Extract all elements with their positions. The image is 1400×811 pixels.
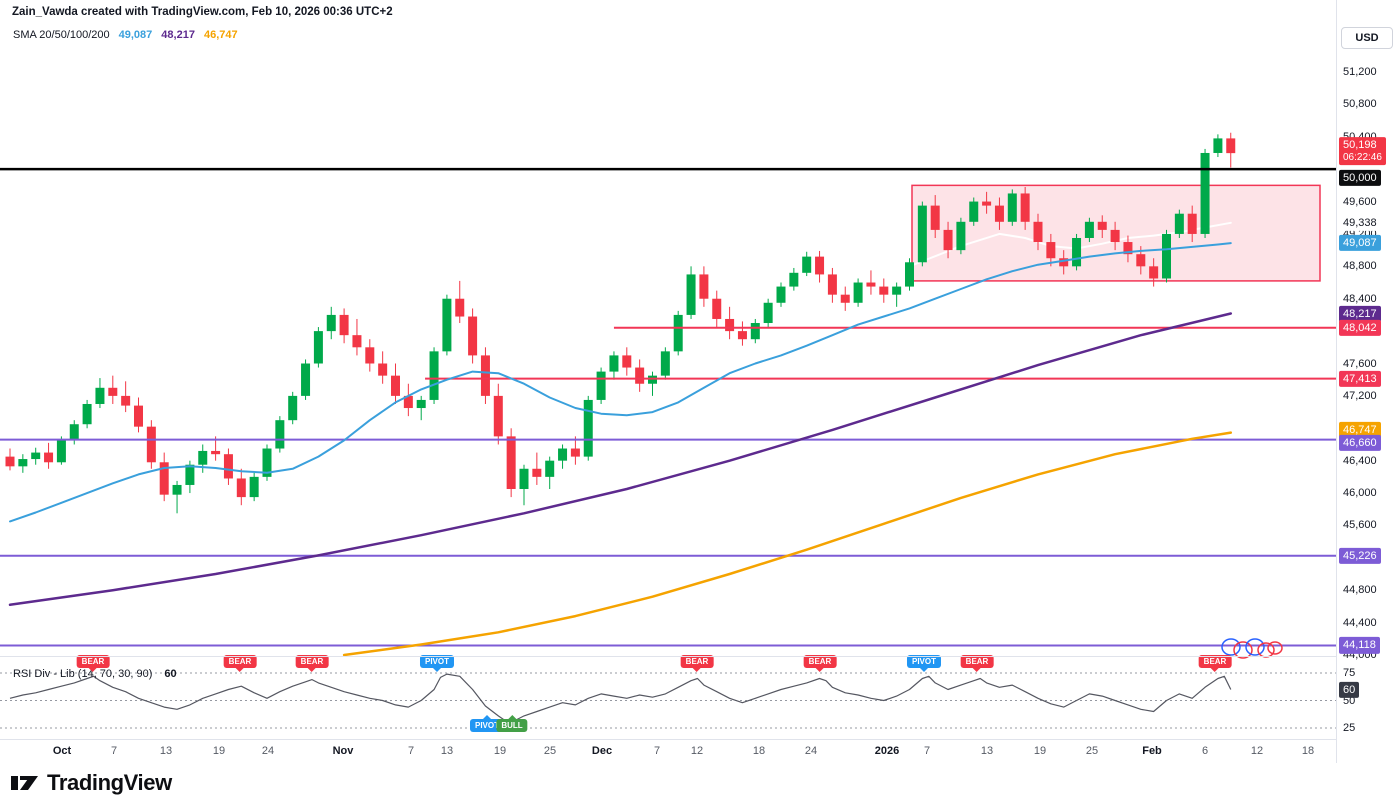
time-tick: 6: [1201, 745, 1209, 757]
price-tick: 48,400: [1343, 292, 1377, 305]
rsi-current-value: 60: [164, 668, 177, 680]
sma-indicator-legend[interactable]: SMA 20/50/100/200 49,087 48,217 46,747: [13, 29, 238, 41]
rsi-markers-layer: BEAR BEAR BEAR PIVOT BEAR BEAR PIVOT BEAR BEAR PI…: [0, 0, 1336, 739]
time-tick: 7: [653, 745, 661, 757]
price-tick: 47,600: [1343, 357, 1377, 370]
time-tick: 2026: [874, 745, 900, 757]
time-tick: 19: [1033, 745, 1047, 757]
price-badge: 49,087: [1339, 234, 1381, 252]
footer: TradingView: [0, 763, 1400, 811]
bear-marker[interactable]: BEAR: [76, 655, 110, 669]
rsi-tick: 50: [1343, 694, 1356, 707]
time-tick: 13: [159, 745, 173, 757]
time-tick: 25: [543, 745, 557, 757]
tradingview-logo-icon: [11, 776, 38, 790]
rsi-tick: 75: [1343, 667, 1356, 679]
price-tick: 51,200: [1343, 66, 1377, 78]
price-badge: 45,226: [1339, 547, 1381, 564]
bull-marker[interactable]: BULL: [496, 719, 528, 733]
time-tick: 12: [690, 745, 704, 757]
time-tick: 7: [923, 745, 931, 757]
sma20-value: 49,087: [118, 29, 153, 41]
price-tick: 48,800: [1343, 260, 1377, 273]
time-tick: 24: [804, 745, 818, 757]
pivot-marker[interactable]: PIVOT: [906, 655, 942, 669]
rsi-legend-label: RSI Div - Lib (14, 70, 30, 90): [13, 668, 153, 680]
bear-marker[interactable]: BEAR: [680, 655, 714, 669]
time-tick: 19: [212, 745, 226, 757]
time-tick: Dec: [591, 745, 613, 757]
price-tick: 46,400: [1343, 454, 1377, 467]
bear-marker[interactable]: BEAR: [223, 655, 257, 669]
price-tick: 44,400: [1343, 616, 1377, 629]
price-tick: 46,000: [1343, 487, 1377, 500]
bear-marker[interactable]: BEAR: [295, 655, 329, 669]
time-tick: 13: [980, 745, 994, 757]
price-badge: 50,000: [1339, 170, 1381, 187]
time-tick: 19: [493, 745, 507, 757]
sma-legend-label: SMA 20/50/100/200: [13, 29, 110, 41]
sma100-value: 48,217: [161, 29, 195, 41]
time-tick: 18: [752, 745, 766, 757]
price-badge: 49,338: [1339, 214, 1381, 231]
price-badge: 50,198 06:22:46: [1339, 137, 1386, 166]
time-tick: 7: [407, 745, 415, 757]
price-tick: 47,200: [1343, 389, 1377, 402]
price-badge: 47,413: [1339, 370, 1381, 387]
price-badge: 48,217: [1339, 305, 1381, 322]
candles: [5, 132, 1236, 514]
currency-button[interactable]: USD: [1341, 27, 1393, 49]
time-tick: 7: [110, 745, 118, 757]
attribution: Zain_Vawda created with TradingView.com,…: [12, 6, 393, 18]
pivot-marker[interactable]: PIVOT: [419, 655, 455, 669]
sma200-value: 46,747: [203, 29, 238, 41]
rsi-indicator-legend[interactable]: RSI Div - Lib (14, 70, 30, 90) 60: [13, 668, 177, 680]
price-badge: 46,747: [1339, 421, 1381, 438]
rsi-value-badge: 60: [1339, 681, 1360, 698]
bear-marker[interactable]: BEAR: [1198, 655, 1232, 669]
time-tick: 12: [1250, 745, 1264, 757]
price-tick: 49,600: [1343, 195, 1377, 208]
price-badge: 48,042: [1339, 319, 1381, 336]
price-tick: 45,600: [1343, 519, 1377, 532]
tradingview-logo-text: TradingView: [47, 770, 172, 795]
bear-marker[interactable]: BEAR: [960, 655, 994, 669]
rsi-tick: 25: [1343, 722, 1356, 734]
time-tick: 18: [1301, 745, 1315, 757]
pane-divider[interactable]: [0, 656, 1336, 657]
time-tick: 24: [261, 745, 275, 757]
time-tick: 13: [440, 745, 454, 757]
price-badge: 46,660: [1339, 434, 1381, 451]
bear-marker[interactable]: BEAR: [803, 655, 837, 669]
time-axis[interactable]: Oct 7 13 19 24 Nov 7 13 19 25 Dec 7 12 18 24 2026 7 13 19 2…: [0, 739, 1336, 764]
time-tick: Feb: [1142, 745, 1162, 757]
price-badge: 44,118: [1339, 637, 1380, 654]
tradingview-logo[interactable]: TradingView: [10, 769, 172, 797]
price-axis[interactable]: USD 51,20050,80050,40049,60049,20048,800…: [1336, 0, 1400, 763]
time-tick: Oct: [52, 745, 72, 757]
time-tick: Nov: [332, 745, 354, 757]
price-tick: 44,800: [1343, 584, 1377, 597]
price-tick: 50,800: [1343, 98, 1377, 111]
time-tick: 25: [1085, 745, 1099, 757]
